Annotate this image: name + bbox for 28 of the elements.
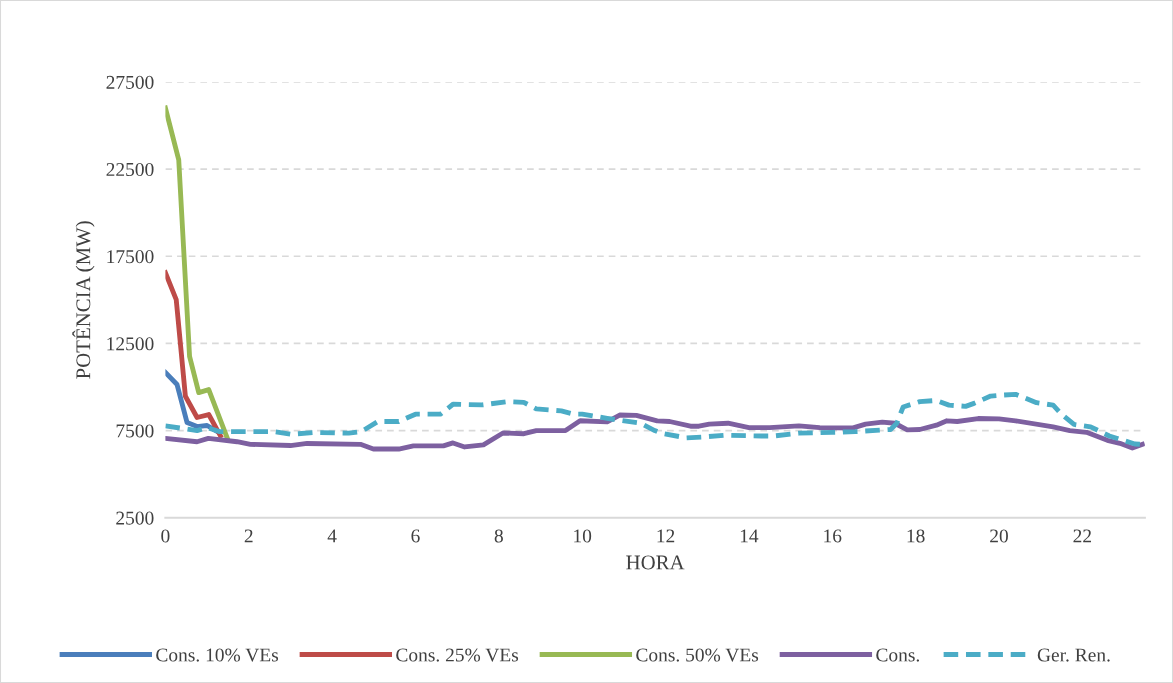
x-tick-label: 14 <box>740 529 759 543</box>
x-tick-label: 20 <box>990 529 1008 543</box>
y-tick-label: 22500 <box>106 162 154 177</box>
x-axis-title: HORA <box>626 555 685 570</box>
x-tick-label: 0 <box>161 529 170 543</box>
y-tick-label: 17500 <box>107 250 154 264</box>
line-series <box>165 105 230 440</box>
x-tick-label: 6 <box>411 529 420 543</box>
x-tick-label: 2 <box>244 529 253 543</box>
line-series <box>165 412 1145 452</box>
legend-label: Ger. Ren. <box>1037 648 1110 662</box>
legend-label: Cons. <box>876 648 920 662</box>
y-tick-label: 12500 <box>107 337 154 351</box>
x-tick-label: 12 <box>657 529 675 543</box>
x-tick-label: 10 <box>574 529 592 543</box>
y-tick-label: 2500 <box>116 511 154 525</box>
y-axis-title: POTÊNCIA (MW) <box>72 221 95 379</box>
legend-label: Cons. 50% VEs <box>636 648 759 662</box>
legend-label: Cons. 10% VEs <box>156 648 279 662</box>
y-tick-label: 27500 <box>106 75 154 89</box>
x-tick-label: 16 <box>824 529 842 543</box>
legend-label: Cons. 25% VEs <box>396 648 519 662</box>
x-tick-label: 18 <box>907 529 925 543</box>
x-tick-label: 4 <box>327 529 337 543</box>
y-tick-label: 7500 <box>116 424 154 438</box>
x-tick-label: 8 <box>494 529 503 543</box>
line-series <box>165 270 223 439</box>
x-tick-label: 22 <box>1073 529 1091 543</box>
